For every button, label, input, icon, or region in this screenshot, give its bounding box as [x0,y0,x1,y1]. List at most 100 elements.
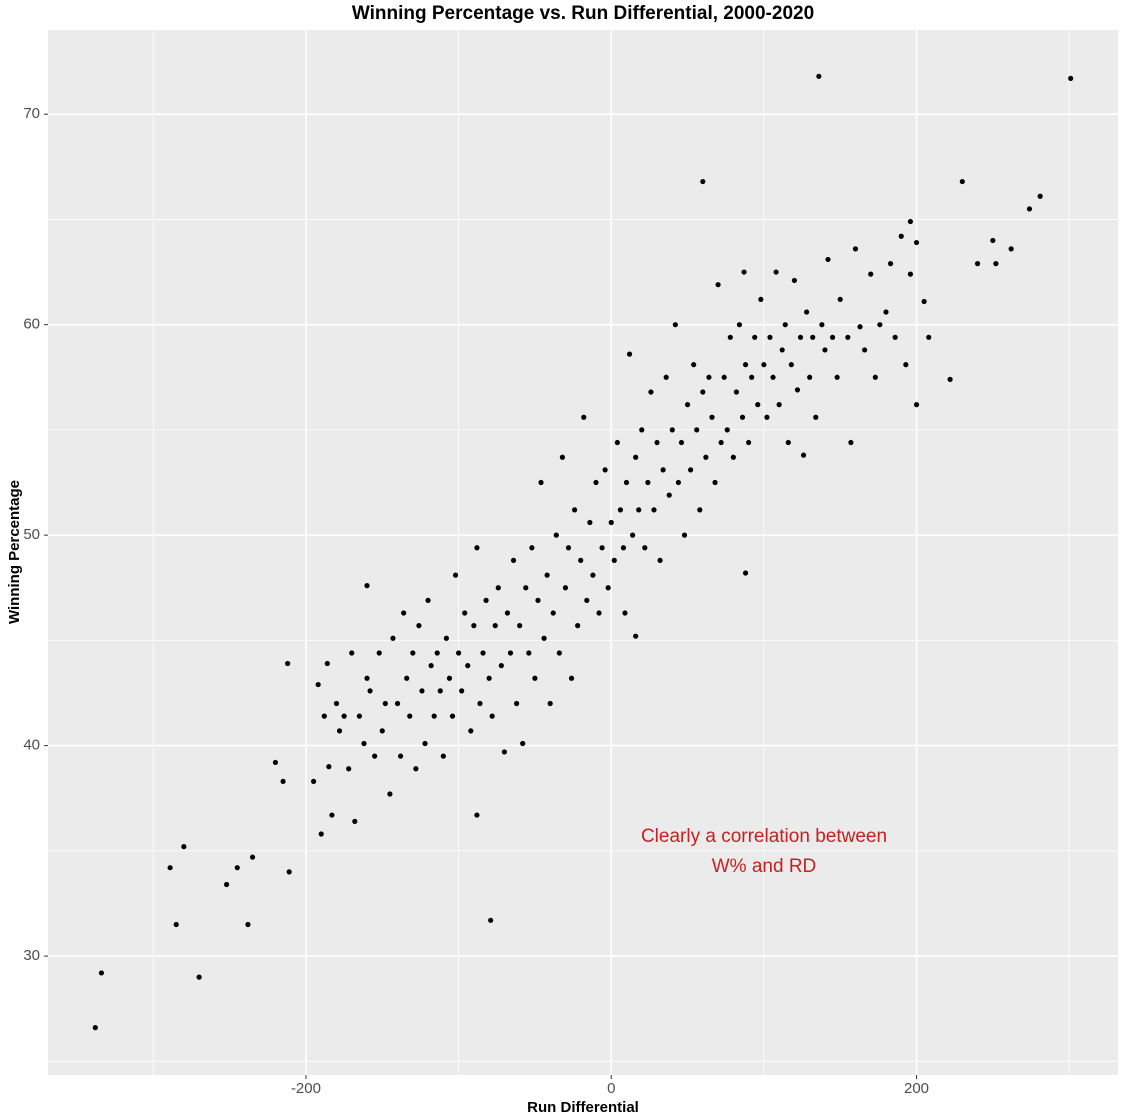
point [387,791,393,797]
point [993,261,999,267]
point [797,334,804,340]
point [477,700,483,707]
point [669,427,675,433]
point [675,479,681,486]
point [474,545,480,551]
point [346,766,352,772]
point [913,239,920,246]
point [898,233,904,239]
point [706,374,712,380]
point [907,218,914,225]
point [318,831,324,837]
point [829,334,836,340]
point [611,557,617,563]
grid [48,30,1118,1075]
point [495,585,501,591]
point [794,387,801,393]
x-tick-label: -200 [291,1080,321,1097]
point [733,389,740,395]
point [903,362,909,368]
point [404,675,410,681]
point [578,557,584,563]
point [721,374,727,380]
point [223,881,230,888]
point [272,759,279,766]
point [341,713,347,719]
point [739,414,746,420]
y-tick-label: 30 [23,947,40,964]
point [410,650,416,656]
point [440,753,446,759]
point [804,309,810,315]
point [741,269,747,275]
point [785,439,791,446]
point [507,650,514,656]
point [892,334,898,340]
point [425,597,431,603]
point [1068,75,1074,82]
point [761,362,767,368]
chart-title: Winning Percentage vs. Run Differential,… [352,3,814,24]
point [645,479,651,486]
point [379,728,385,734]
point [333,700,340,707]
point [523,585,529,591]
point [712,479,718,486]
point [651,507,657,513]
point [394,700,401,707]
x-tick-label: 200 [904,1080,929,1097]
point [736,322,743,328]
point [660,467,666,473]
point [486,675,492,681]
point [489,713,495,719]
point [581,414,587,420]
point [173,921,179,928]
point [727,334,733,340]
point [390,635,396,641]
point [825,256,831,263]
point [572,507,578,513]
point [779,347,785,353]
point [666,492,672,498]
point [504,610,511,616]
point [822,347,828,353]
point [468,728,474,734]
point [694,427,700,433]
point [443,635,449,641]
point [196,974,202,980]
point [517,623,523,629]
point [593,479,599,486]
point [857,324,863,330]
point [921,298,927,305]
point [532,675,538,681]
point [752,334,758,340]
point [455,650,462,656]
point [397,753,404,759]
point [413,766,419,772]
point [492,623,498,629]
point [249,854,256,860]
point [498,663,504,669]
point [657,557,663,563]
point [367,688,373,694]
point [776,402,782,408]
point [819,322,825,328]
point [684,402,691,408]
point [620,545,627,551]
point [608,519,614,526]
point [622,610,628,616]
point [462,610,468,616]
point [526,650,532,656]
point [568,675,575,681]
point [488,917,494,923]
point [1008,246,1014,252]
point [514,700,520,707]
point [501,749,507,755]
point [556,650,562,656]
point [758,296,764,303]
point [310,778,317,784]
point [315,681,321,688]
point [538,479,544,486]
point [559,454,565,460]
point [544,572,550,578]
